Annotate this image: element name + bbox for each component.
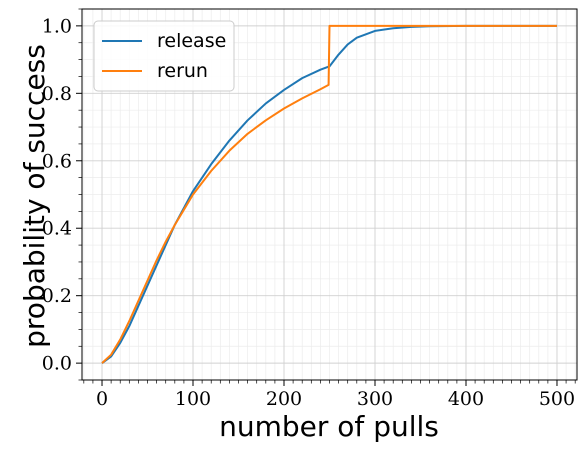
x-tick-label: 500 bbox=[539, 388, 575, 410]
y-axis-label: probability of success bbox=[18, 44, 51, 348]
x-tick-label: 200 bbox=[266, 388, 302, 410]
x-tick-label: 300 bbox=[357, 388, 393, 410]
y-tick-label: 1.0 bbox=[42, 15, 72, 37]
legend-label-rerun: rerun bbox=[157, 60, 208, 82]
x-tick-label: 400 bbox=[448, 388, 484, 410]
x-axis-label: number of pulls bbox=[219, 410, 439, 443]
x-tick-label: 0 bbox=[96, 388, 108, 410]
x-tick-label: 100 bbox=[175, 388, 211, 410]
legend: release rerun bbox=[94, 21, 234, 91]
legend-label-release: release bbox=[157, 30, 226, 52]
y-tick-label: 0.0 bbox=[42, 353, 72, 375]
